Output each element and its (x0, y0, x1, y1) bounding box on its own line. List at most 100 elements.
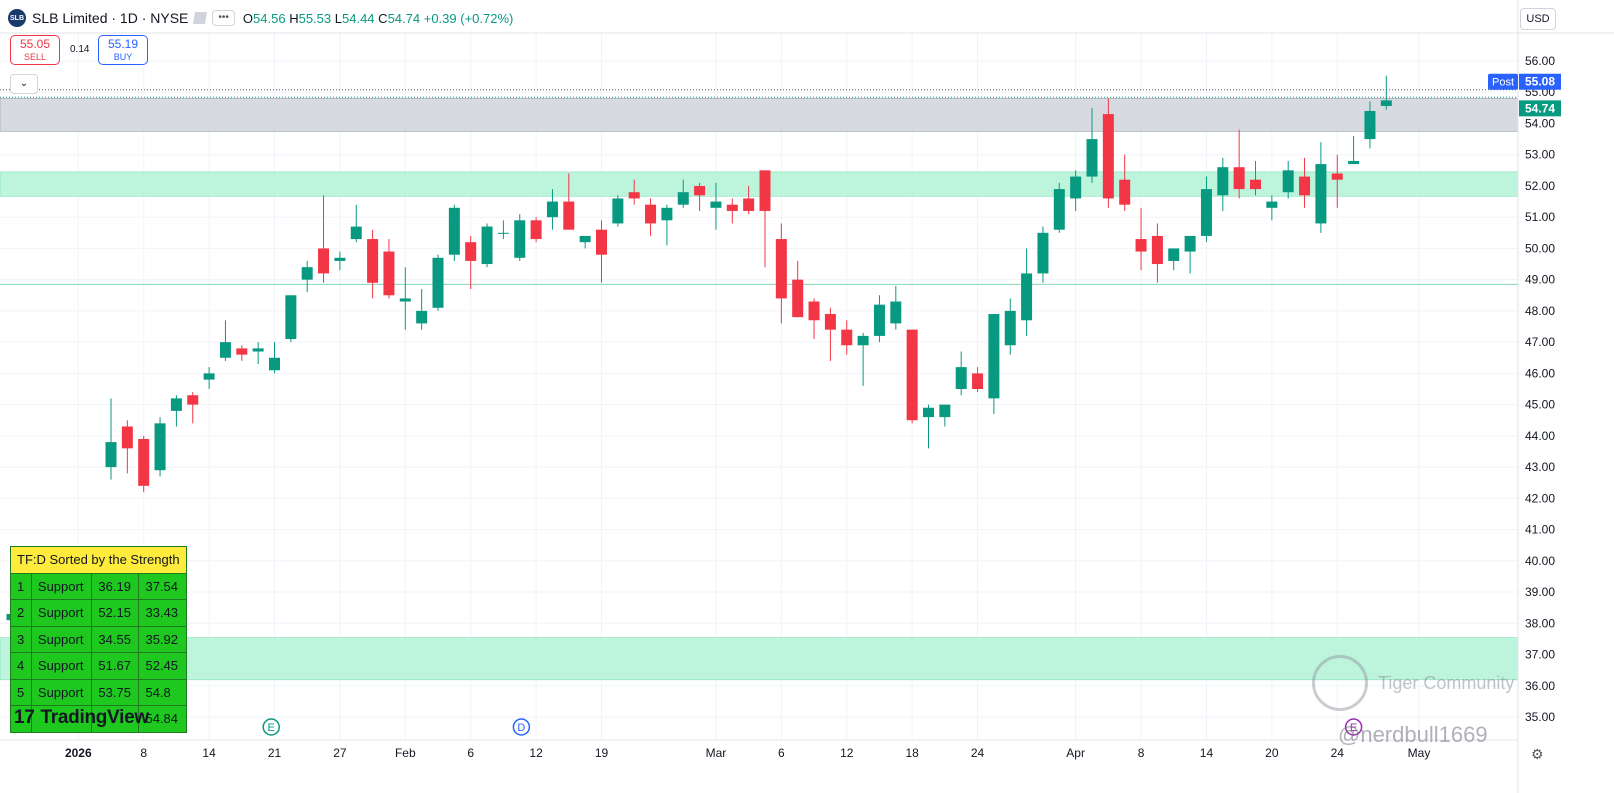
event-marker-icon[interactable] (1344, 718, 1363, 736)
y-tick-label: 51.00 (1525, 210, 1555, 224)
candle (726, 198, 738, 224)
candle (1168, 248, 1180, 271)
candle-body (203, 373, 215, 380)
price-label-box (1519, 73, 1561, 90)
table-cell (30, 705, 93, 733)
candle-body (269, 357, 280, 371)
table-cell: 52.15 (91, 599, 140, 627)
candle (121, 420, 133, 474)
candle-body (677, 192, 689, 205)
candle-body (775, 239, 787, 299)
candles (6, 75, 1392, 633)
flag-icon[interactable] (193, 12, 208, 24)
candle-body (432, 257, 444, 308)
y-tick-label: 39.00 (1525, 585, 1555, 599)
table-cell: Support (30, 599, 93, 627)
candle (1086, 107, 1098, 183)
candle-body (1250, 179, 1261, 190)
candle (1250, 160, 1261, 196)
table-row: 5 Support 53.75 54.8 (10, 678, 187, 706)
candle-body (252, 348, 264, 352)
sell-button[interactable]: 55.05 SELL (10, 35, 60, 65)
candle (988, 314, 1000, 414)
candle-body (1037, 232, 1049, 274)
candle (775, 223, 787, 324)
x-tick-label: 6 (467, 746, 474, 760)
table-cell: 54.84 (138, 705, 187, 733)
candle (285, 295, 297, 343)
table-cell: 51.67 (91, 652, 140, 680)
candle (972, 367, 984, 393)
x-tick-label: 18 (905, 746, 919, 760)
candle-body (170, 398, 182, 411)
candle (219, 320, 231, 361)
gear-icon[interactable]: ⚙ (1531, 746, 1544, 762)
candle-body (661, 207, 673, 221)
table-cell: 37.54 (138, 572, 187, 600)
table-cell: 4 (10, 652, 32, 680)
table-cell (10, 705, 32, 733)
candle-body (546, 201, 558, 218)
chevron-down-icon[interactable]: ⌄ (10, 74, 38, 94)
event-marker-icon[interactable] (262, 718, 280, 736)
candle (1102, 98, 1114, 208)
y-tick-label: 50.00 (1525, 241, 1555, 255)
candle-body (383, 251, 395, 296)
candle-body (563, 201, 575, 230)
horizontal-lines (0, 89, 1518, 285)
buy-button[interactable]: 55.19 BUY (98, 35, 148, 65)
candle-body (1004, 310, 1016, 346)
price-axis[interactable]: 56.0055.0054.0053.0052.0051.0050.0049.00… (1517, 0, 1555, 793)
currency-selector[interactable]: USD (1520, 8, 1556, 30)
y-tick-label: 36.00 (1525, 679, 1555, 693)
x-tick-label: 8 (1138, 746, 1145, 760)
tradingview-logo[interactable]: 17 TradingView (14, 707, 149, 728)
symbol-title[interactable]: SLB Limited · 1D · NYSE (32, 10, 189, 26)
candle (1135, 207, 1147, 271)
y-tick-label: 52.00 (1525, 179, 1555, 193)
table-cell: 53.75 (91, 678, 140, 706)
table-cell: 1 (10, 572, 32, 600)
support-zone (0, 98, 1519, 132)
more-icon[interactable]: ••• (212, 10, 235, 26)
time-axis[interactable]: 2026 8 14 21 27 Feb 6 12 19 Mar 6 12 18 24 Apr 8 14 20 24 M… (0, 739, 1518, 760)
candle (416, 289, 428, 330)
x-tick-label: 20 (1265, 746, 1279, 760)
table-cell: 33.43 (138, 599, 187, 627)
event-marker-label: D (517, 722, 525, 734)
candle (890, 285, 902, 330)
spread-value: 0.14 (70, 44, 90, 55)
candle (873, 295, 885, 343)
slb-logo: SLB (8, 9, 26, 27)
price-label-value: 55.08 (1525, 75, 1555, 89)
candle (367, 229, 379, 299)
x-tick-label: May (1408, 746, 1431, 760)
candle (318, 195, 330, 283)
candle-body (579, 235, 591, 243)
candle (857, 332, 869, 386)
candle (1184, 235, 1196, 274)
candle-body (694, 185, 706, 196)
candle-body (596, 229, 607, 255)
table-cell: 35.92 (138, 625, 187, 653)
y-tick-label: 56.00 (1525, 54, 1555, 68)
y-tick-label: 47.00 (1525, 335, 1555, 349)
y-tick-label: 45.00 (1525, 398, 1555, 412)
candle-body (497, 232, 509, 234)
candle (1266, 195, 1278, 221)
candle-body (743, 198, 755, 211)
candle-body (1331, 173, 1343, 180)
candle (563, 173, 575, 230)
x-tick-label: 2026 (65, 746, 92, 760)
table-cell: 5 (10, 678, 32, 706)
y-tick-label: 53.00 (1525, 148, 1555, 162)
event-marker-icon[interactable] (512, 718, 531, 736)
candle-body (1217, 167, 1229, 196)
candle-body (972, 373, 984, 389)
candle-body (367, 239, 379, 283)
candle-body (138, 438, 150, 486)
candle (1004, 298, 1016, 355)
candle (530, 217, 542, 243)
